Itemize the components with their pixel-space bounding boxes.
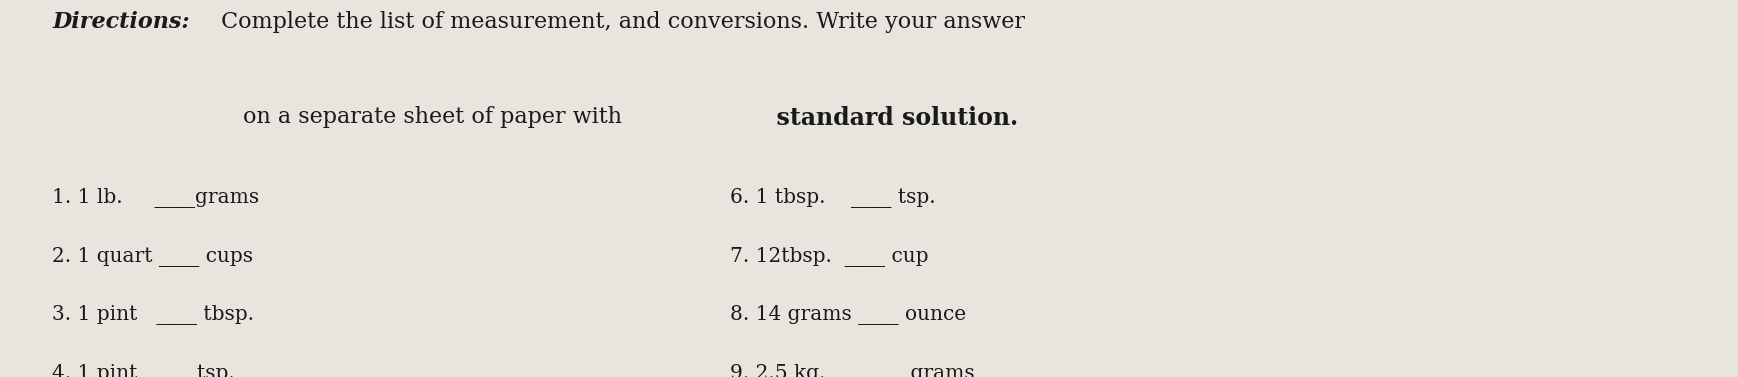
Text: 9. 2.5 kg.      ____ grams: 9. 2.5 kg. ____ grams: [730, 364, 975, 377]
Text: Directions:: Directions:: [52, 11, 189, 33]
Text: on a separate sheet of paper with: on a separate sheet of paper with: [243, 106, 622, 127]
Text: 3. 1 pint   ____ tbsp.: 3. 1 pint ____ tbsp.: [52, 305, 254, 325]
Text: Complete the list of measurement, and conversions. Write your answer: Complete the list of measurement, and co…: [214, 11, 1025, 33]
Text: 4. 1 pint   ____tsp.: 4. 1 pint ____tsp.: [52, 364, 235, 377]
Text: standard solution.: standard solution.: [760, 106, 1018, 130]
Text: 6. 1 tbsp.    ____ tsp.: 6. 1 tbsp. ____ tsp.: [730, 188, 935, 208]
Text: 7. 12tbsp.  ____ cup: 7. 12tbsp. ____ cup: [730, 247, 928, 267]
Text: 2. 1 quart ____ cups: 2. 1 quart ____ cups: [52, 247, 254, 267]
Text: 8. 14 grams ____ ounce: 8. 14 grams ____ ounce: [730, 305, 966, 325]
Text: 1. 1 lb.     ____grams: 1. 1 lb. ____grams: [52, 188, 259, 208]
